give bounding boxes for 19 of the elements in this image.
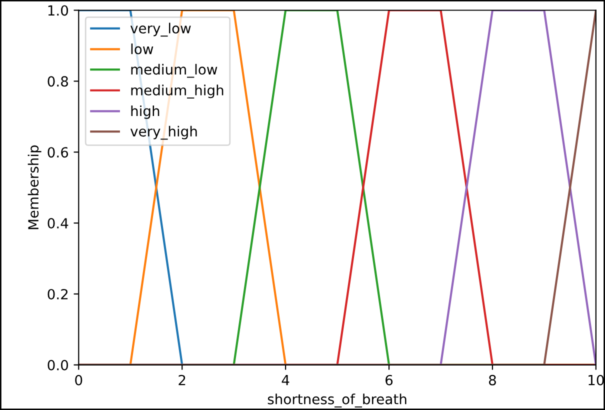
x-tick-label: 6	[386, 374, 393, 386]
x-tick-label: 2	[178, 374, 186, 386]
legend-label: low	[131, 44, 154, 54]
legend-label: medium_low	[131, 64, 218, 78]
y-tick-label: 0.6	[48, 147, 68, 158]
y-tick-label: 0.4	[48, 218, 68, 229]
legend-label: very_low	[130, 22, 191, 37]
x-tick-label: 0	[75, 374, 82, 386]
y-tick-label: 0.8	[48, 76, 68, 87]
y-tick-label: 0.0	[48, 360, 68, 370]
legend-label: very_high	[130, 126, 197, 140]
y-axis-title: Membership	[28, 145, 42, 230]
legend-label: medium_high	[131, 84, 224, 99]
x-axis-title: shortness_of_breath	[268, 394, 406, 408]
x-tick-label: 4	[282, 375, 290, 386]
y-tick-label: 1.0	[48, 5, 68, 16]
legend-label: high	[131, 105, 160, 119]
y-tick-label: 0.2	[48, 288, 68, 300]
x-tick-label: 8	[488, 374, 496, 386]
